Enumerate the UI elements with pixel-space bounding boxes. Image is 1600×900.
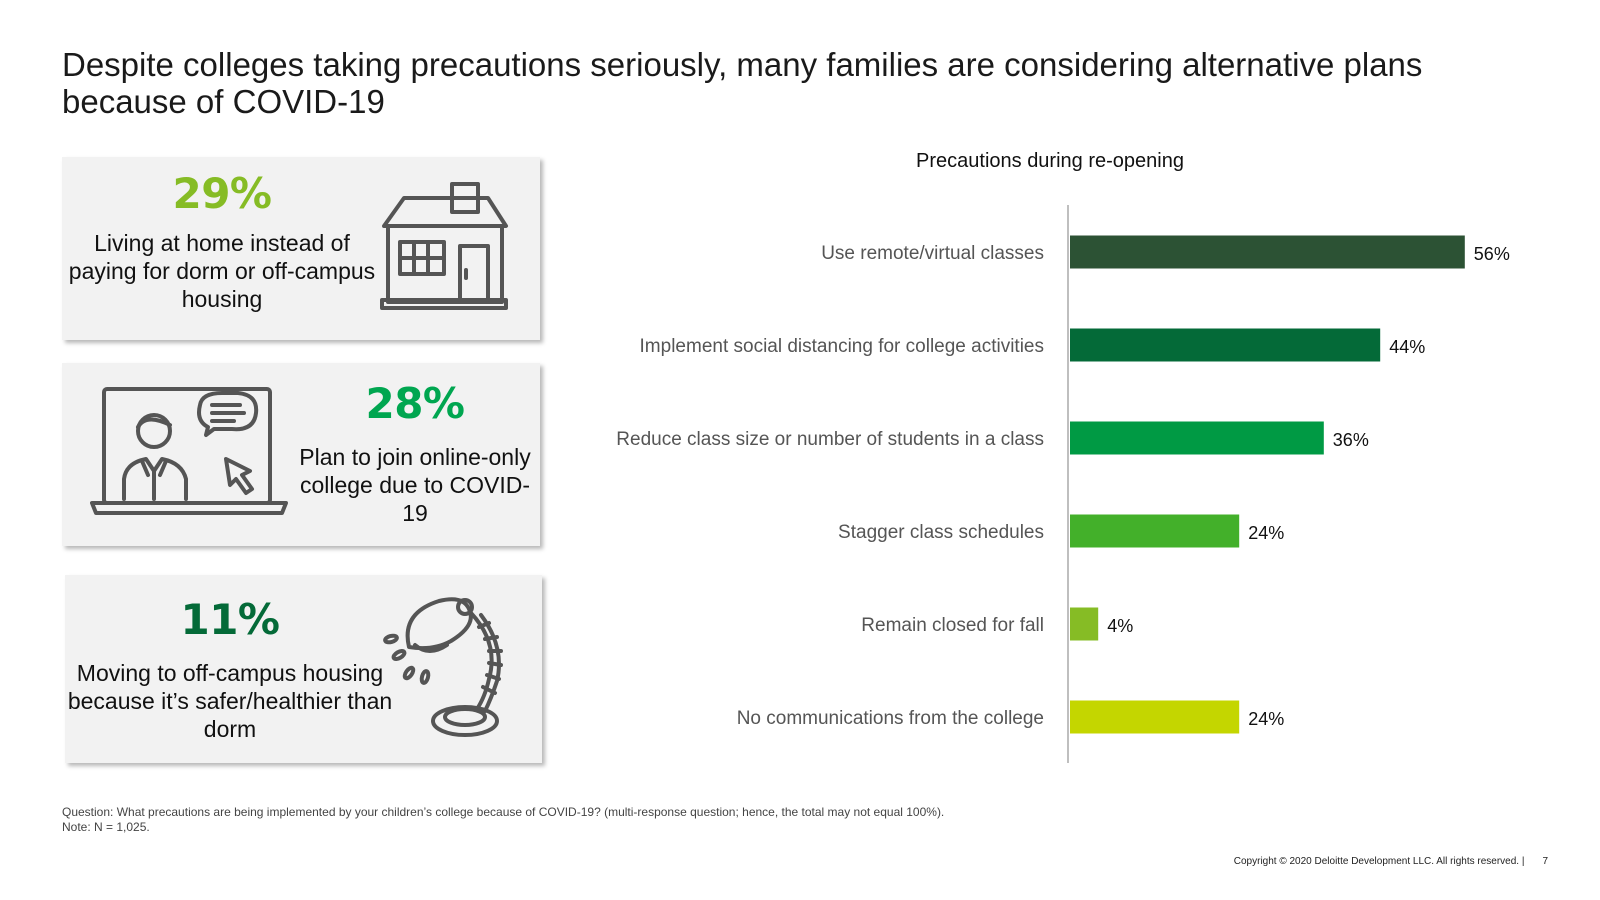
bar: [1070, 328, 1381, 362]
bar: [1070, 421, 1324, 455]
laptop-video-call-icon: [90, 387, 288, 515]
page-number: 7: [1542, 856, 1548, 867]
value-label: 44%: [1389, 337, 1425, 357]
category-label: Reduce class size or number of students …: [616, 429, 1044, 450]
copyright-footer: Copyright © 2020 Deloitte Development LL…: [1234, 856, 1548, 867]
bar: [1070, 235, 1465, 269]
category-label: Implement social distancing for college …: [640, 336, 1044, 357]
value-label: 24%: [1248, 523, 1284, 543]
stat-card-online-only: 28% Plan to join online-only college due…: [62, 363, 540, 546]
value-label: 4%: [1107, 616, 1133, 636]
bar: [1070, 700, 1240, 734]
bar: [1070, 607, 1099, 641]
copyright-text: Copyright © 2020 Deloitte Development LL…: [1233, 856, 1525, 867]
footnote-note: Note: N = 1,025.: [62, 820, 150, 834]
stat-description: Plan to join online-only college due to …: [299, 444, 531, 526]
value-label: 36%: [1333, 430, 1369, 450]
desk-lamp-icon: [383, 597, 503, 737]
stat-card-living-at-home: 29% Living at home instead of paying for…: [62, 157, 540, 340]
value-label: 24%: [1248, 709, 1284, 729]
category-label: No communications from the college: [737, 708, 1044, 729]
stat-description: Moving to off-campus housing because it’…: [67, 660, 393, 742]
stat-card-off-campus: 11% Moving to off-campus housing because…: [65, 575, 542, 763]
bar: [1070, 514, 1240, 548]
category-label: Remain closed for fall: [861, 615, 1044, 636]
house-icon: [380, 182, 508, 310]
stat-value: 29%: [172, 169, 272, 218]
chart-title: Precautions during re-opening: [916, 150, 1184, 172]
page-title: Despite colleges taking precautions seri…: [62, 46, 1423, 120]
stat-value: 28%: [365, 379, 465, 428]
category-label: Use remote/virtual classes: [821, 243, 1044, 264]
footnote: Question: What precautions are being imp…: [62, 805, 944, 835]
category-label: Stagger class schedules: [838, 522, 1044, 543]
value-label: 56%: [1474, 244, 1510, 264]
stat-description: Living at home instead of paying for dor…: [68, 230, 376, 312]
footnote-question: Question: What precautions are being imp…: [62, 805, 945, 819]
stat-value: 11%: [180, 595, 280, 644]
